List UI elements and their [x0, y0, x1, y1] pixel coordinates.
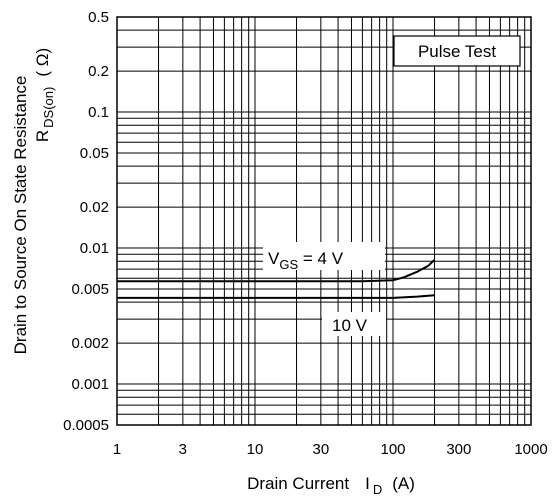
pulse-test-label: Pulse Test: [418, 42, 496, 61]
y-tick-label: 0.01: [80, 240, 109, 257]
curve-vgs10: [117, 294, 435, 299]
y-axis-label-line1: Drain to Source On State Resistance: [11, 76, 30, 355]
curves: [117, 259, 436, 299]
y-tick-label: 0.001: [71, 376, 109, 393]
vgs4-label-bg: [263, 242, 385, 270]
y-tick-label: 0.005: [71, 281, 109, 298]
tick-labels: 1 3 10 30 100 300 1000 0.5 0.2 0.1 0.05 0.02 0.01 0.0…: [63, 9, 548, 458]
x-tick-label: 3: [179, 441, 187, 458]
y-tick-label: 0.002: [71, 335, 109, 352]
x-tick-label: 10: [247, 441, 264, 458]
plot-frame: [116, 16, 532, 426]
vgs10-label-bg: [322, 312, 386, 336]
grid-lines: [117, 17, 531, 425]
y-tick-label: 0.0005: [63, 417, 109, 434]
y-tick-label: 0.1: [88, 104, 109, 121]
y-tick-label: 0.02: [80, 199, 109, 216]
curve-vgs4: [117, 259, 436, 283]
x-tick-label: 100: [380, 441, 405, 458]
y-tick-label: 0.05: [80, 145, 109, 162]
y-axis-label-line2: RDS(on)( Ω): [33, 48, 56, 142]
vgs10-label: 10 V: [332, 316, 368, 335]
vgs4-label: VGS = 4 V: [268, 249, 344, 272]
x-tick-label: 300: [446, 441, 471, 458]
x-tick-label: 1000: [514, 441, 547, 458]
x-axis-label: Drain Current I D (A): [247, 474, 415, 497]
pulse-test-box: [393, 35, 521, 67]
x-tick-label: 1: [113, 441, 121, 458]
y-tick-label: 0.5: [88, 9, 109, 26]
y-tick-label: 0.2: [88, 63, 109, 80]
x-tick-label: 30: [312, 441, 329, 458]
